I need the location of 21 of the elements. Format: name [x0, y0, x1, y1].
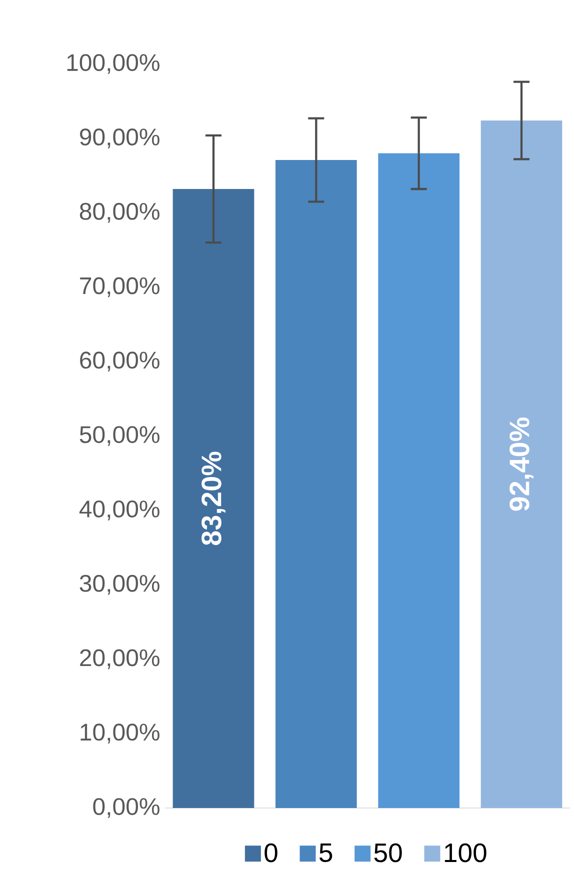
- y-tick-label: 70,00%: [80, 277, 160, 298]
- legend-label: 5: [319, 843, 332, 862]
- legend-label: 50: [374, 843, 402, 862]
- data-label: 92,40%: [510, 418, 534, 511]
- bar: [480, 120, 562, 808]
- y-tick-label: 100,00%: [67, 54, 160, 74]
- y-tick-label: 80,00%: [80, 202, 160, 223]
- y-tick-label: 0,00%: [93, 798, 160, 818]
- y-tick-label: 60,00%: [80, 352, 160, 372]
- legend-label: 100: [444, 843, 486, 862]
- y-tick-label: 10,00%: [80, 724, 160, 744]
- y-tick-label: 50,00%: [80, 426, 160, 446]
- bar: [172, 188, 254, 808]
- bar: [275, 160, 357, 808]
- y-tick-label: 30,00%: [80, 574, 160, 595]
- bar: [378, 153, 460, 808]
- y-tick-label: 40,00%: [79, 500, 160, 520]
- data-label: 83,20%: [202, 452, 226, 546]
- y-tick-label: 20,00%: [80, 649, 160, 670]
- y-tick-label: 90,00%: [80, 128, 160, 148]
- legend-label: 0: [264, 843, 278, 862]
